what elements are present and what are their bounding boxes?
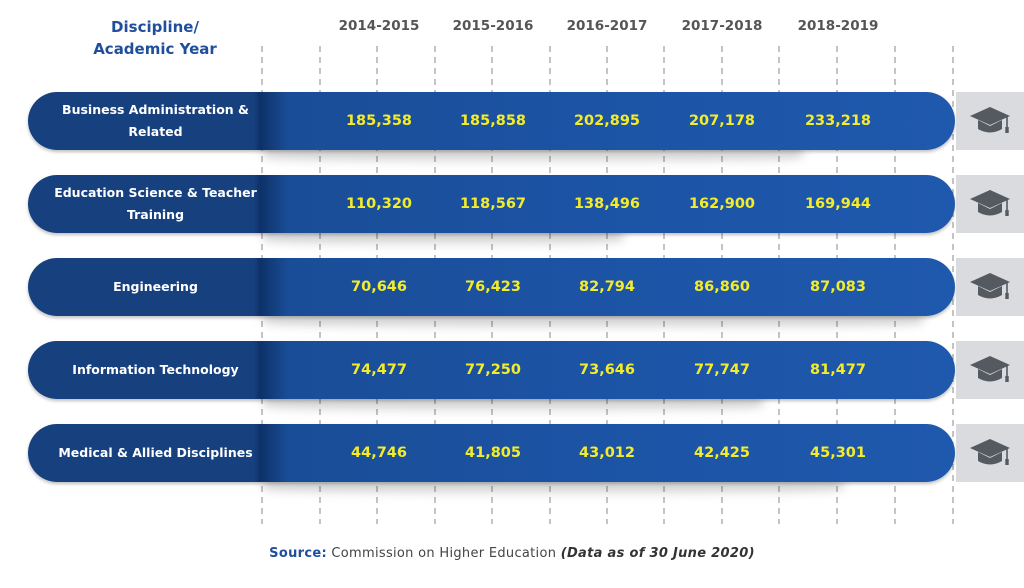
category-label: Business Administration & Related	[48, 92, 263, 150]
table-row: Education Science & Teacher Training 110,3…	[28, 175, 956, 247]
source-label: Source:	[269, 546, 327, 561]
value-cell-2017-2018: 162,900	[688, 196, 756, 212]
row-bar: Information Technology 74,477 77,250 73,646…	[28, 341, 955, 399]
value-cell-2015-2016: 41,805	[465, 445, 521, 461]
value-cell-2018-2019: 233,218	[804, 113, 872, 129]
value-cell-2016-2017: 138,496	[573, 196, 641, 212]
category-label-line-0: Medical & Allied Disciplines	[58, 445, 253, 460]
row-shadow	[263, 397, 763, 413]
year-header-2017-2018: 2017-2018	[681, 18, 763, 34]
category-label-line-0: Information Technology	[72, 362, 239, 377]
category-label-line-0: Education Science & Teacher	[54, 185, 257, 200]
year-header-2018-2019: 2018-2019	[797, 18, 879, 34]
value-cell-2016-2017: 202,895	[573, 113, 641, 129]
discipline-header-line1: Discipline/	[111, 18, 199, 36]
category-label-line-1: Related	[128, 124, 183, 139]
row-bar: Engineering 70,646 76,423 82,794 86,860 87,08…	[28, 258, 955, 316]
row-bar: Medical & Allied Disciplines 44,746 41,805…	[28, 424, 955, 482]
row-shadow	[263, 148, 803, 164]
discipline-header: Discipline/ Academic Year	[40, 16, 270, 60]
category-label-line-1: Training	[126, 207, 185, 222]
year-header-2014-2015: 2014-2015	[338, 18, 420, 34]
icon-box	[956, 92, 1024, 150]
row-shadow	[263, 231, 623, 247]
icon-box	[956, 424, 1024, 482]
category-label: Information Technology	[48, 341, 263, 399]
table-row: Business Administration & Related 185,358 1…	[28, 92, 956, 164]
year-header-2015-2016: 2015-2016	[452, 18, 534, 34]
value-cell-2017-2018: 207,178	[688, 113, 756, 129]
year-header-2016-2017: 2016-2017	[566, 18, 648, 34]
icon-box	[956, 175, 1024, 233]
value-cell-2016-2017: 73,646	[579, 362, 635, 378]
source-note: Source: Commission on Higher Education (…	[0, 546, 1024, 561]
graduation-cap-icon	[970, 190, 1010, 216]
graduation-cap-icon	[970, 356, 1010, 382]
value-cell-2014-2015: 110,320	[345, 196, 413, 212]
icon-box	[956, 258, 1024, 316]
value-cell-2014-2015: 44,746	[351, 445, 407, 461]
category-label: Engineering	[48, 258, 263, 316]
source-date-note: Data as of 30 June 2020	[566, 546, 749, 561]
table-row: Medical & Allied Disciplines 44,746 41,805…	[28, 424, 956, 496]
value-cell-2017-2018: 42,425	[694, 445, 750, 461]
value-cell-2015-2016: 76,423	[465, 279, 521, 295]
source-note-close: )	[748, 546, 755, 561]
icon-box	[956, 341, 1024, 399]
graduation-cap-icon	[970, 439, 1010, 465]
value-cell-2018-2019: 169,944	[804, 196, 872, 212]
row-bar: Education Science & Teacher Training 110,3…	[28, 175, 955, 233]
category-label-line-0: Business Administration &	[62, 102, 249, 117]
row-bar: Business Administration & Related 185,358 1…	[28, 92, 955, 150]
value-cell-2015-2016: 77,250	[465, 362, 521, 378]
value-cell-2015-2016: 185,858	[459, 113, 527, 129]
row-shadow	[263, 480, 843, 496]
value-cell-2016-2017: 43,012	[579, 445, 635, 461]
graduation-cap-icon	[970, 107, 1010, 133]
category-label: Medical & Allied Disciplines	[48, 424, 263, 482]
value-cell-2016-2017: 82,794	[579, 279, 635, 295]
graduation-cap-icon	[970, 273, 1010, 299]
value-cell-2018-2019: 87,083	[810, 279, 866, 295]
value-cell-2015-2016: 118,567	[459, 196, 527, 212]
category-label: Education Science & Teacher Training	[48, 175, 263, 233]
discipline-header-line2: Academic Year	[93, 40, 217, 58]
row-shadow	[263, 314, 923, 330]
value-cell-2017-2018: 86,860	[694, 279, 750, 295]
source-note-open: (	[560, 546, 567, 561]
table-row: Information Technology 74,477 77,250 73,646…	[28, 341, 956, 413]
value-cell-2014-2015: 74,477	[351, 362, 407, 378]
source-text: Commission on Higher Education	[331, 546, 557, 561]
value-cell-2014-2015: 70,646	[351, 279, 407, 295]
category-label-line-0: Engineering	[113, 279, 198, 294]
value-cell-2014-2015: 185,358	[345, 113, 413, 129]
value-cell-2017-2018: 77,747	[694, 362, 750, 378]
value-cell-2018-2019: 45,301	[810, 445, 866, 461]
value-cell-2018-2019: 81,477	[810, 362, 866, 378]
table-row: Engineering 70,646 76,423 82,794 86,860 87,08…	[28, 258, 956, 330]
